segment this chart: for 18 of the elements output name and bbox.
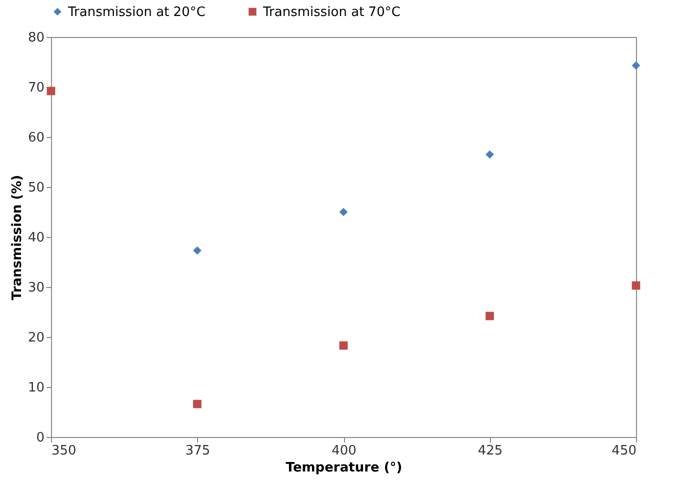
x-axis-title: Temperature (°) bbox=[286, 460, 402, 476]
y-tick-label: 20 bbox=[28, 330, 44, 346]
y-axis-title: Transmission (%) bbox=[10, 174, 25, 300]
legend-label: Transmission at 70°C bbox=[262, 4, 400, 20]
x-tick-label: 400 bbox=[332, 444, 356, 458]
x-tick-label: 375 bbox=[185, 444, 210, 458]
y-tick-label: 10 bbox=[28, 380, 44, 396]
x-tick-label: 425 bbox=[478, 444, 503, 458]
x-tick-label: 350 bbox=[52, 444, 76, 458]
y-tick-label: 50 bbox=[28, 180, 44, 196]
y-tick-label: 70 bbox=[28, 80, 44, 96]
y-tick-label: 40 bbox=[28, 230, 44, 246]
y-tick-label: 60 bbox=[28, 130, 44, 146]
x-tick-label: 450 bbox=[612, 444, 636, 458]
y-tick-label: 30 bbox=[28, 280, 44, 296]
legend-label: Transmission at 20°C bbox=[67, 4, 206, 20]
y-tick-label: 80 bbox=[28, 30, 44, 46]
y-tick-label: 0 bbox=[36, 430, 44, 446]
